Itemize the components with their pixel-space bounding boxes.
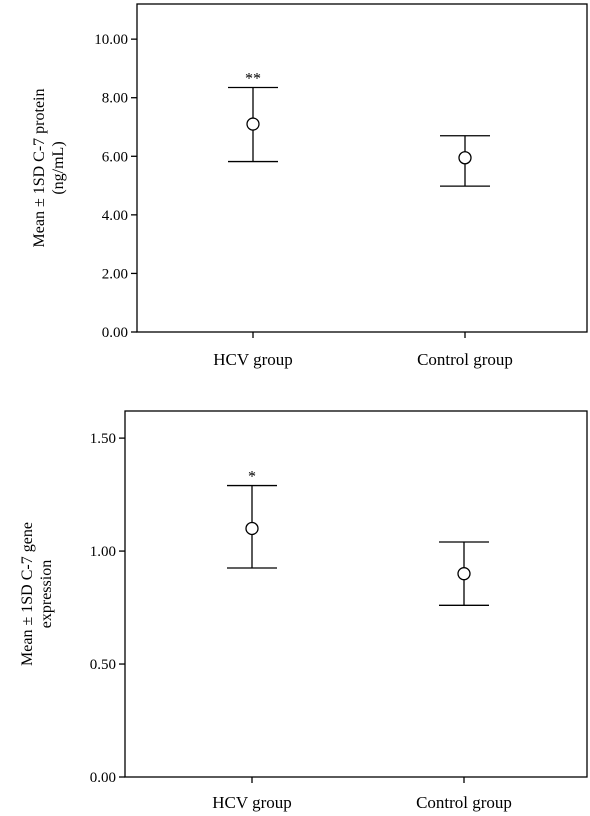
- y-tick-label: 1.50: [90, 431, 116, 447]
- y-axis-label-line: (ng/mL): [50, 141, 67, 194]
- x-tick-label: HCV group: [212, 793, 292, 812]
- y-axis-label-line: Mean ± 1SD C-7 protein: [31, 89, 48, 248]
- y-tick-label: 4.00: [102, 208, 128, 224]
- x-tick-label: Control group: [416, 793, 512, 812]
- mean-point: [245, 521, 259, 536]
- y-tick-label: 0.50: [90, 657, 116, 673]
- mean-point: [458, 151, 472, 165]
- y-axis-label: Mean ± 1SD C-7 protein (ng/mL): [31, 89, 67, 248]
- y-axis-label-line: expression: [38, 560, 55, 628]
- y-tick-label: 0.00: [102, 325, 128, 341]
- y-tick-label: 1.00: [90, 544, 116, 560]
- y-axis-label-line: Mean ± 1SD C-7 gene: [19, 522, 36, 666]
- significance-marker: *: [248, 469, 256, 486]
- chart-c7-protein: 0.00 2.00 4.00 6.00 8.00 10.00 Mean ± 1SD C-7 …: [31, 3, 588, 369]
- y-tick-label: 0.00: [90, 770, 116, 786]
- y-tick-label: 8.00: [102, 91, 128, 107]
- y-tick-label: 10.00: [94, 32, 128, 48]
- plot-frame: [136, 3, 588, 333]
- y-axis-label: Mean ± 1SD C-7 gene expression: [19, 522, 55, 666]
- mean-point: [246, 117, 260, 131]
- x-tick-label: Control group: [417, 350, 513, 369]
- chart-c7-gene-expression: 0.00 0.50 1.00 1.50 Mean ± 1SD C-7 gene expre…: [19, 410, 588, 812]
- x-tick-label: HCV group: [213, 350, 293, 369]
- significance-marker: **: [245, 70, 261, 87]
- mean-point: [457, 567, 471, 581]
- plot-frame: [124, 410, 588, 778]
- y-tick-label: 6.00: [102, 149, 128, 165]
- y-tick-label: 2.00: [102, 266, 128, 282]
